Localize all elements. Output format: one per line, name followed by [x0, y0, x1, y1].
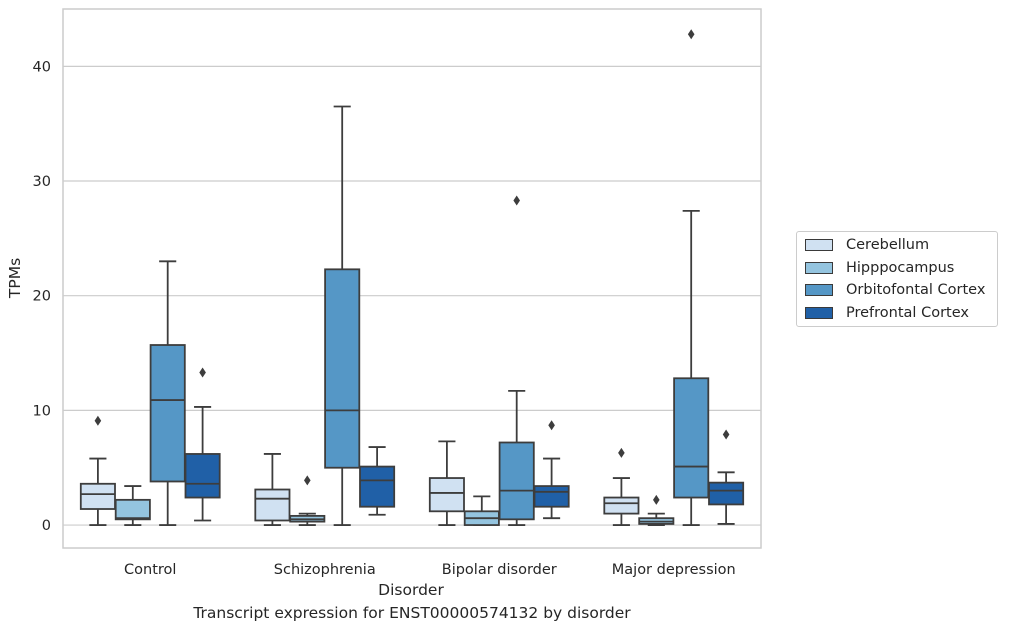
box [114, 498, 151, 521]
legend-item-orbitofrontal-cortex: Orbitofontal Cortex [805, 279, 985, 301]
x-tick-label: Schizophrenia [274, 562, 376, 578]
box [708, 481, 745, 506]
x-tick-label: Bipolar disorder [442, 562, 557, 578]
box-prefrontal-cortex-2 [533, 420, 570, 520]
legend-swatch [805, 239, 833, 251]
box-orbitofontal-cortex-2 [498, 195, 535, 526]
box [673, 377, 710, 499]
x-tick-label: Major depression [612, 562, 736, 578]
box-cerebellum-3 [603, 447, 640, 526]
box-hipppocampus-1 [289, 475, 326, 526]
legend-label: Orbitofontal Cortex [846, 282, 986, 298]
y-tick-label: 0 [42, 518, 51, 534]
outlier-point [722, 429, 730, 440]
box-hipppocampus-0 [114, 485, 151, 526]
legend-item-prefrontal-cortex: Prefrontal Cortex [805, 302, 969, 324]
legend-swatch [805, 284, 833, 296]
box [324, 268, 361, 469]
box-orbitofontal-cortex-3 [673, 29, 710, 526]
box [149, 344, 186, 483]
y-tick-label: 10 [33, 403, 51, 419]
legend-label: Cerebellum [846, 237, 930, 253]
legend-swatch [805, 307, 833, 319]
box-hipppocampus-3 [638, 494, 675, 526]
outlier-point [94, 415, 102, 426]
outlier-point [618, 447, 625, 458]
box-plots [79, 29, 745, 526]
y-tick-labels: 0 10 20 30 40 [33, 59, 51, 534]
y-tick-label: 30 [33, 174, 51, 190]
outlier-point [687, 29, 695, 40]
legend-label: Prefrontal Cortex [846, 305, 969, 321]
y-tick-label: 40 [33, 59, 51, 75]
outlier-point [199, 367, 206, 378]
box-cerebellum-2 [428, 440, 465, 526]
box [533, 485, 570, 508]
y-axis-label: TPMs [6, 258, 24, 299]
box [79, 482, 116, 510]
x-tick-labels: Control Schizophrenia Bipolar disorder Majo… [124, 562, 736, 578]
legend-label: Hipppocampus [846, 260, 955, 276]
box-hipppocampus-2 [463, 495, 500, 526]
legend-item-hippocampus: Hipppocampus [805, 257, 954, 279]
legend-item-cerebellum: Cerebellum [805, 234, 929, 256]
box-orbitofontal-cortex-1 [324, 105, 361, 526]
box-prefrontal-cortex-1 [359, 446, 396, 516]
box-cerebellum-1 [254, 453, 291, 526]
box-orbitofontal-cortex-0 [149, 260, 186, 526]
box-prefrontal-cortex-0 [184, 367, 221, 522]
x-tick-label: Control [124, 562, 176, 578]
x-axis-label: Disorder [378, 581, 444, 599]
box-cerebellum-0 [79, 415, 116, 526]
box [428, 477, 465, 513]
box [603, 496, 640, 515]
outlier-point [653, 494, 660, 505]
box-prefrontal-cortex-3 [708, 429, 745, 525]
box [359, 465, 396, 508]
box [254, 488, 291, 522]
box [184, 453, 221, 499]
y-tick-label: 20 [33, 289, 51, 305]
legend: Cerebellum Hipppocampus Orbitofontal Cor… [796, 231, 998, 327]
box [498, 441, 535, 521]
outlier-point [548, 420, 555, 431]
plot-frame [62, 8, 762, 549]
outlier-point [304, 475, 311, 486]
legend-swatch [805, 262, 833, 274]
outlier-point [513, 195, 520, 206]
figure-caption: Transcript expression for ENST0000057413… [193, 604, 631, 622]
